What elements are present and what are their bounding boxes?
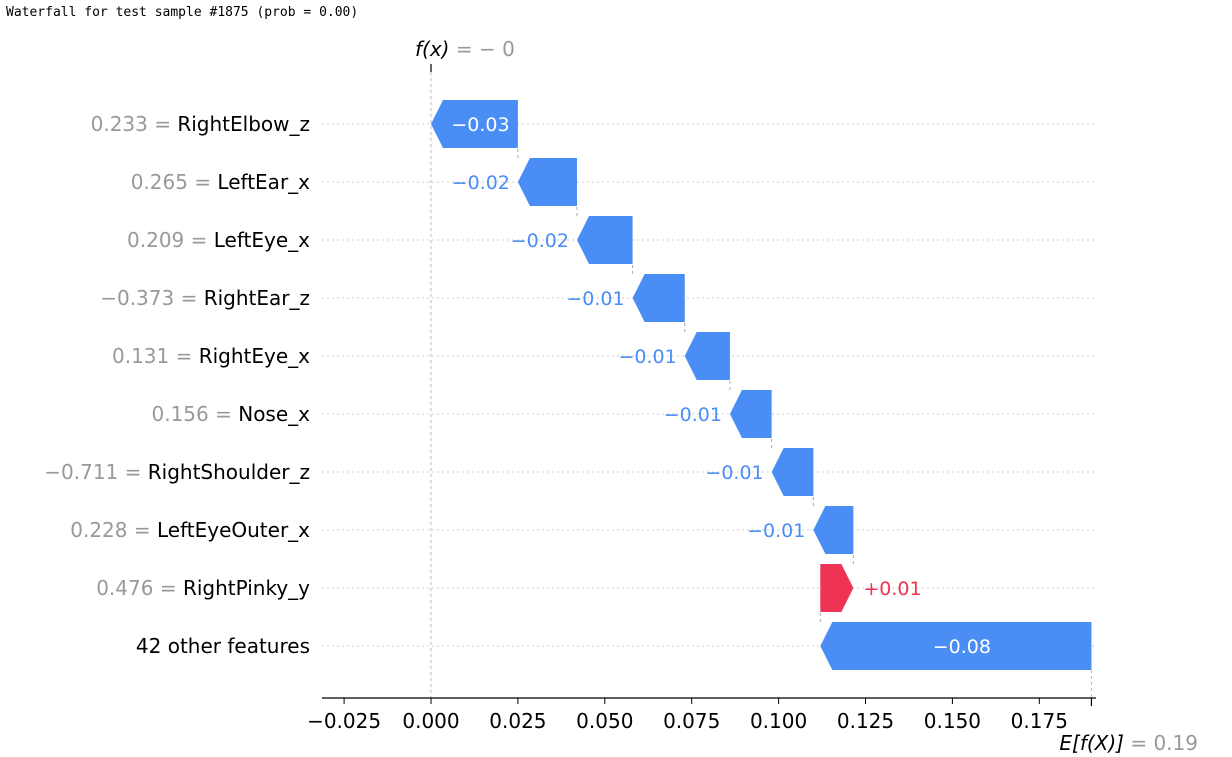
feature-label: 0.131 = RightEye_x: [112, 344, 310, 368]
waterfall-bar: [517, 158, 577, 206]
fx-annotation: f(x) = − 0: [415, 37, 515, 61]
bar-value-label: −0.02: [511, 230, 569, 252]
bar-value-label: −0.01: [619, 346, 677, 368]
feature-name: LeftEyeOuter_x: [157, 518, 310, 542]
x-tick-label: 0.150: [924, 709, 981, 733]
feature-name: RightEar_z: [204, 286, 310, 310]
feature-name: RightEye_x: [199, 344, 310, 368]
bar-value-label: −0.01: [705, 462, 763, 484]
chart-title: Waterfall for test sample #1875 (prob = …: [6, 5, 359, 20]
feature-name: Nose_x: [238, 402, 310, 426]
feature-value: 0.265 =: [131, 170, 218, 194]
feature-name: RightShoulder_z: [148, 460, 310, 484]
bar-value-label: −0.03: [451, 114, 509, 136]
x-tick-label: 0.100: [750, 709, 807, 733]
feature-value: 0.233 =: [91, 112, 178, 136]
feature-label: 0.476 = RightPinky_y: [96, 576, 310, 600]
feature-name: LeftEye_x: [214, 228, 310, 252]
feature-value: 0.156 =: [152, 402, 239, 426]
feature-name: RightPinky_y: [183, 576, 310, 600]
feature-value: 0.131 =: [112, 344, 199, 368]
feature-name: LeftEar_x: [217, 170, 310, 194]
waterfall-bar: [576, 216, 633, 264]
x-tick-label: 0.000: [402, 709, 459, 733]
x-tick-label: 0.075: [663, 709, 720, 733]
feature-name: RightElbow_z: [177, 112, 310, 136]
waterfall-bar: [813, 506, 854, 554]
bar-value-label: −0.08: [933, 636, 991, 658]
x-tick-label: 0.025: [489, 709, 546, 733]
feature-value: −0.373 =: [100, 286, 204, 310]
feature-label: 0.233 = RightElbow_z: [91, 112, 310, 136]
x-tick-label: 0.050: [576, 709, 633, 733]
feature-label: 0.228 = LeftEyeOuter_x: [70, 518, 310, 542]
feature-label: 42 other features: [136, 634, 310, 658]
waterfall-bar: [820, 564, 854, 612]
feature-value: 0.209 =: [127, 228, 214, 252]
waterfall-bar: [771, 448, 814, 496]
feature-value: 0.228 =: [70, 518, 157, 542]
waterfall-bar: [431, 100, 518, 148]
feature-label: 0.156 = Nose_x: [152, 402, 311, 426]
x-tick-label: 0.175: [1011, 709, 1068, 733]
waterfall-bar: [684, 332, 730, 380]
bar-value-label: −0.01: [664, 404, 722, 426]
waterfall-bar: [632, 274, 685, 322]
x-tick-label: −0.025: [307, 709, 381, 733]
waterfall-bar: [729, 390, 772, 438]
bar-value-label: +0.01: [863, 578, 921, 600]
bar-value-label: −0.02: [452, 172, 510, 194]
feature-value: −0.711 =: [44, 460, 148, 484]
ex-label: E[f(X)]: [1059, 731, 1130, 755]
fx-value: = − 0: [456, 37, 515, 61]
bar-value-label: −0.01: [566, 288, 624, 310]
bar-value-label: −0.01: [747, 520, 805, 542]
feature-label: −0.373 = RightEar_z: [100, 286, 310, 310]
feature-value: 0.476 =: [96, 576, 183, 600]
x-tick-label: 0.125: [837, 709, 894, 733]
waterfall-bar: [820, 622, 1092, 670]
ex-annotation: E[f(X)] = 0.19: [1059, 731, 1198, 755]
fx-label: f(x): [415, 37, 456, 61]
feature-label: 0.209 = LeftEye_x: [127, 228, 310, 252]
feature-label: 0.265 = LeftEar_x: [131, 170, 310, 194]
feature-label: −0.711 = RightShoulder_z: [44, 460, 310, 484]
ex-value: = 0.19: [1130, 731, 1198, 755]
feature-name: 42 other features: [136, 634, 310, 658]
